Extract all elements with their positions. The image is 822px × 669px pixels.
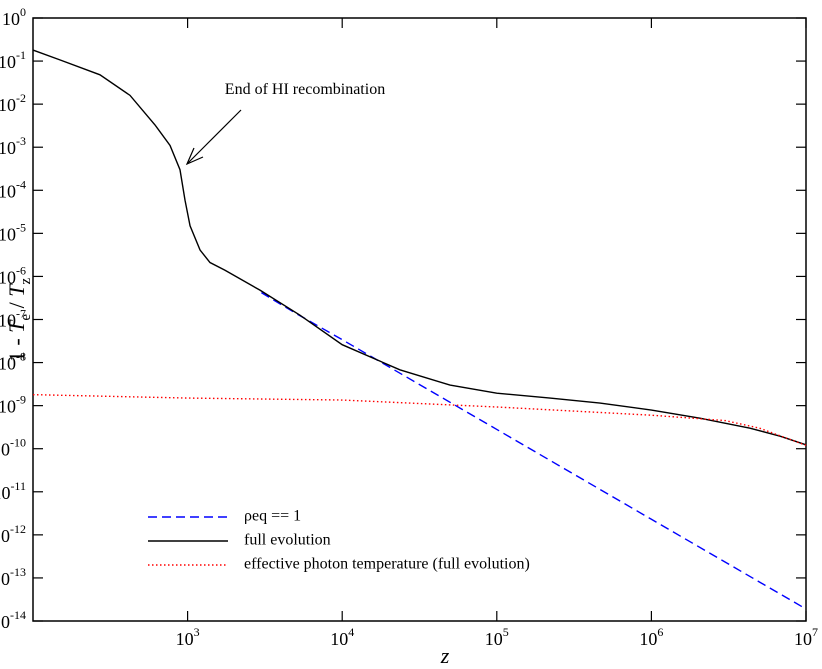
tick-exp: -4 [16,177,26,191]
tick-exp: 4 [348,625,354,639]
y-tick-label: 10-2 [0,91,26,115]
y-label-part: / [4,297,29,314]
x-axis-label: z [440,643,450,668]
tick-base: 10 [0,138,16,158]
tick-base: 10 [2,9,20,29]
tick-exp: -13 [10,565,26,579]
y-label-part: z [18,278,34,285]
legend-label: full evolution [244,532,331,549]
y-label-part: T [4,283,29,297]
tick-exp: -1 [16,48,26,62]
y-tick-label: 10-12 [0,522,26,546]
tick-exp: -11 [10,479,26,493]
series-line [261,292,807,610]
y-label-part: 1 - [4,333,29,362]
tick-base: 10 [794,629,812,649]
legend-label: ρeq == 1 [244,508,301,525]
tick-exp: 3 [194,625,200,639]
tick-exp: -7 [16,307,26,321]
tick-base: 10 [0,397,16,417]
tick-base: 10 [0,224,16,244]
tick-base: 10 [176,629,194,649]
tick-base: 10 [0,569,10,589]
tick-base: 10 [0,526,10,546]
series-line [32,393,807,446]
y-tick-label: 10-6 [0,263,26,287]
tick-exp: 7 [812,625,818,639]
tick-exp: -12 [10,522,26,536]
y-tick-label: 10-9 [0,393,26,417]
series-line [32,49,807,446]
y-tick-label: 10-1 [0,48,26,72]
y-tick-label: 10-10 [0,436,26,460]
x-tick-label: 104 [330,625,354,649]
y-tick-label: 10-5 [0,220,26,244]
legend-label: effective photon temperature (full evolu… [244,556,530,573]
tick-base: 10 [330,629,348,649]
tick-base: 10 [0,181,16,201]
y-tick-label: 10-4 [0,177,26,201]
plot-frame [32,17,807,622]
y-tick-label: 10-14 [0,608,26,632]
x-tick-label: 105 [485,625,509,649]
annotation: End of HI recombination [225,81,385,98]
tick-base: 10 [0,483,10,503]
tick-exp: -8 [16,350,26,364]
x-tick-label: 106 [639,625,663,649]
tick-base: 10 [0,311,16,331]
y-axis-label: 1 - Te / Tz [4,278,34,363]
y-label-part: T [4,319,29,333]
x-tick-label: 107 [794,625,818,649]
tick-base: 10 [0,267,16,287]
tick-exp: 0 [20,5,26,19]
tick-exp: -2 [16,91,26,105]
y-tick-label: 100 [2,5,26,29]
tick-exp: -6 [16,263,26,277]
tick-exp: -10 [10,436,26,450]
tick-exp: 6 [657,625,663,639]
annotation-arrow [185,109,242,166]
y-tick-label: 10-3 [0,134,26,158]
tick-exp: -14 [10,608,26,622]
tick-base: 10 [485,629,503,649]
y-label-part: e [18,314,34,321]
tick-exp: -3 [16,134,26,148]
tick-exp: -9 [16,393,26,407]
tick-exp: -5 [16,220,26,234]
tick-exp: 5 [503,625,509,639]
tick-base: 10 [639,629,657,649]
x-tick-label: 103 [176,625,200,649]
tick-base: 10 [0,612,10,632]
tick-base: 10 [0,52,16,72]
tick-base: 10 [0,440,10,460]
tick-base: 10 [0,95,16,115]
y-tick-label: 10-13 [0,565,26,589]
tick-base: 10 [0,354,16,374]
y-tick-label: 10-7 [0,307,26,331]
y-tick-label: 10-11 [0,479,26,503]
y-tick-label: 10-8 [0,350,26,374]
